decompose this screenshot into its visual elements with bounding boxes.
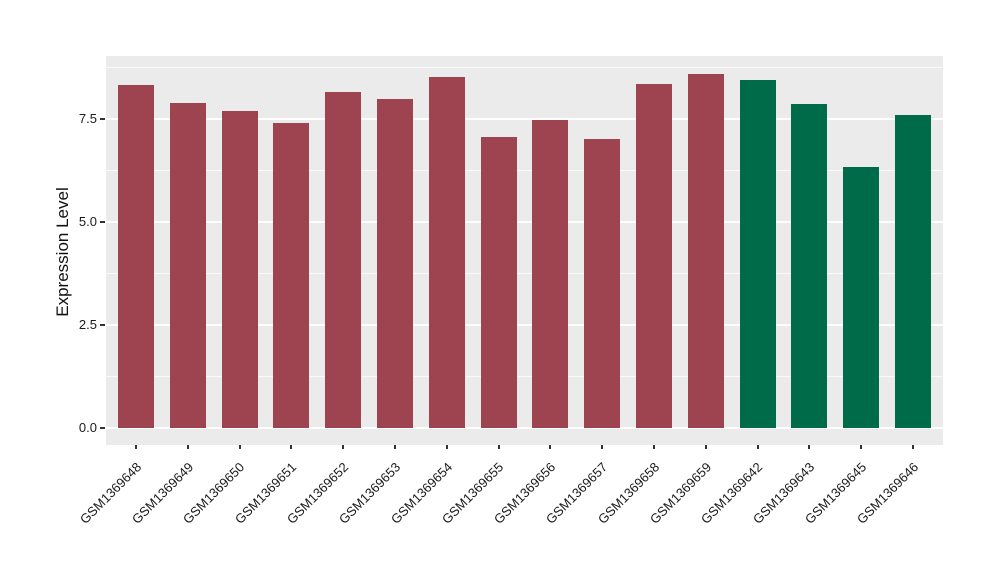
y-axis-title: Expression Level — [53, 187, 72, 317]
bar-GSM1369645 — [843, 167, 880, 429]
gridline-major — [106, 221, 943, 223]
gridline-minor — [106, 273, 943, 275]
bar-GSM1369654 — [428, 77, 465, 429]
gridline-major — [106, 324, 943, 327]
bar-GSM1369652 — [325, 91, 362, 429]
bar-GSM1369653 — [377, 98, 413, 429]
y-tick-label: 0.0 — [78, 420, 97, 436]
x-tick-mark — [186, 445, 189, 449]
x-tick-mark — [808, 445, 811, 449]
y-tick-mark — [100, 221, 105, 223]
x-tick-mark — [704, 445, 707, 449]
x-tick-mark — [445, 445, 448, 449]
bar-GSM1369642 — [739, 79, 776, 429]
x-tick-mark — [238, 445, 241, 449]
x-tick-mark — [290, 445, 293, 449]
gridline-minor — [106, 66, 943, 68]
bar-GSM1369643 — [791, 103, 828, 429]
x-tick-mark — [601, 445, 604, 449]
x-tick-mark — [756, 445, 759, 449]
plot-panel — [106, 56, 943, 445]
bar-GSM1369657 — [584, 138, 621, 429]
bar-GSM1369656 — [532, 119, 569, 429]
gridline-minor — [106, 169, 943, 171]
bar-GSM1369649 — [169, 103, 206, 429]
x-tick-mark — [860, 445, 863, 449]
bar-GSM1369650 — [221, 110, 258, 429]
y-tick-mark — [100, 117, 105, 120]
x-tick-mark — [497, 445, 500, 449]
gridline-major — [106, 427, 943, 430]
x-tick-mark — [549, 445, 552, 449]
gridline-minor — [106, 376, 943, 378]
bar-GSM1369655 — [480, 136, 517, 429]
x-tick-mark — [912, 445, 914, 449]
bar-GSM1369648 — [118, 84, 154, 429]
y-tick-mark — [100, 324, 105, 327]
y-tick-label: 7.5 — [78, 110, 97, 126]
y-tick-mark — [100, 427, 105, 430]
bar-GSM1369651 — [273, 122, 310, 429]
bar-GSM1369658 — [636, 84, 672, 429]
bar-GSM1369646 — [895, 114, 931, 429]
y-tick-label: 5.0 — [78, 214, 97, 229]
x-tick-mark — [135, 445, 137, 449]
bar-GSM1369659 — [687, 73, 724, 429]
y-tick-label: 2.5 — [78, 317, 97, 333]
x-tick-mark — [394, 445, 396, 449]
gridline-major — [106, 117, 943, 120]
x-tick-mark — [342, 445, 345, 449]
x-tick-mark — [653, 445, 655, 449]
